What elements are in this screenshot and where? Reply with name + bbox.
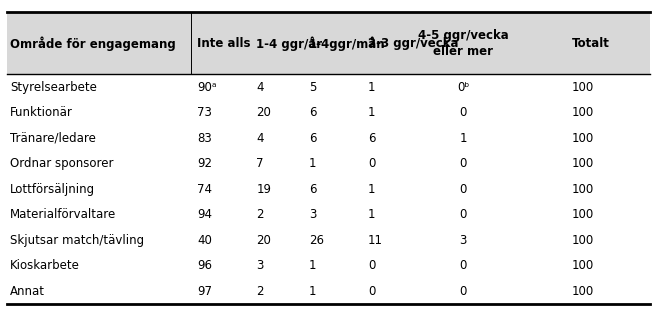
Text: 3: 3 xyxy=(459,233,467,246)
Text: 6: 6 xyxy=(309,106,316,119)
Text: 3: 3 xyxy=(309,208,316,221)
Text: 100: 100 xyxy=(572,81,594,94)
Text: 1-4 ggr/år: 1-4 ggr/år xyxy=(256,36,323,51)
Text: 1-4ggr/mån: 1-4ggr/mån xyxy=(309,36,386,51)
Text: 100: 100 xyxy=(572,183,594,196)
Text: 1: 1 xyxy=(368,183,375,196)
Text: 97: 97 xyxy=(197,285,212,298)
Text: 4: 4 xyxy=(256,81,263,94)
Text: 19: 19 xyxy=(256,183,271,196)
Text: 90ᵃ: 90ᵃ xyxy=(197,81,217,94)
Text: Funktionär: Funktionär xyxy=(10,106,73,119)
Text: 6: 6 xyxy=(368,132,375,145)
Text: 1: 1 xyxy=(309,157,316,170)
Text: 100: 100 xyxy=(572,259,594,272)
Text: 2-3 ggr/vecka: 2-3 ggr/vecka xyxy=(368,37,459,50)
Text: 1: 1 xyxy=(309,259,316,272)
Text: 26: 26 xyxy=(309,233,324,246)
Text: 3: 3 xyxy=(256,259,263,272)
Text: 1: 1 xyxy=(368,106,375,119)
Text: Inte alls: Inte alls xyxy=(197,37,250,50)
Text: 4-5 ggr/vecka
eller mer: 4-5 ggr/vecka eller mer xyxy=(418,29,509,58)
Text: Skjutsar match/tävling: Skjutsar match/tävling xyxy=(10,233,144,246)
Text: 11: 11 xyxy=(368,233,383,246)
Text: 92: 92 xyxy=(197,157,212,170)
Text: Kioskarbete: Kioskarbete xyxy=(10,259,79,272)
Bar xyxy=(7,12,650,74)
Text: 73: 73 xyxy=(197,106,212,119)
Text: 1: 1 xyxy=(309,285,316,298)
Text: 0ᵇ: 0ᵇ xyxy=(457,81,469,94)
Text: 2: 2 xyxy=(256,208,263,221)
Text: Lottförsäljning: Lottförsäljning xyxy=(10,183,95,196)
Text: 40: 40 xyxy=(197,233,212,246)
Text: 74: 74 xyxy=(197,183,212,196)
Text: 0: 0 xyxy=(459,157,467,170)
Text: 1: 1 xyxy=(459,132,467,145)
Text: Styrelsearbete: Styrelsearbete xyxy=(10,81,97,94)
Text: 100: 100 xyxy=(572,157,594,170)
Text: 0: 0 xyxy=(368,259,375,272)
Text: 94: 94 xyxy=(197,208,212,221)
Text: 0: 0 xyxy=(368,157,375,170)
Text: Materialförvaltare: Materialförvaltare xyxy=(10,208,116,221)
Text: 100: 100 xyxy=(572,233,594,246)
Text: 1: 1 xyxy=(368,208,375,221)
Text: 96: 96 xyxy=(197,259,212,272)
Text: 100: 100 xyxy=(572,132,594,145)
Text: 0: 0 xyxy=(459,285,467,298)
Text: Tränare/ledare: Tränare/ledare xyxy=(10,132,96,145)
Text: 20: 20 xyxy=(256,233,271,246)
Text: Totalt: Totalt xyxy=(572,37,610,50)
Text: 0: 0 xyxy=(459,259,467,272)
Text: 1: 1 xyxy=(368,81,375,94)
Text: 0: 0 xyxy=(459,106,467,119)
Text: Område för engagemang: Område för engagemang xyxy=(10,36,175,51)
Text: 0: 0 xyxy=(459,208,467,221)
Text: 6: 6 xyxy=(309,183,316,196)
Text: 20: 20 xyxy=(256,106,271,119)
Text: 0: 0 xyxy=(368,285,375,298)
Text: 100: 100 xyxy=(572,106,594,119)
Text: 7: 7 xyxy=(256,157,263,170)
Text: Ordnar sponsorer: Ordnar sponsorer xyxy=(10,157,114,170)
Text: 100: 100 xyxy=(572,208,594,221)
Text: 100: 100 xyxy=(572,285,594,298)
Text: 2: 2 xyxy=(256,285,263,298)
Text: 5: 5 xyxy=(309,81,316,94)
Text: Annat: Annat xyxy=(10,285,45,298)
Text: 4: 4 xyxy=(256,132,263,145)
Text: 0: 0 xyxy=(459,183,467,196)
Text: 6: 6 xyxy=(309,132,316,145)
Text: 83: 83 xyxy=(197,132,212,145)
